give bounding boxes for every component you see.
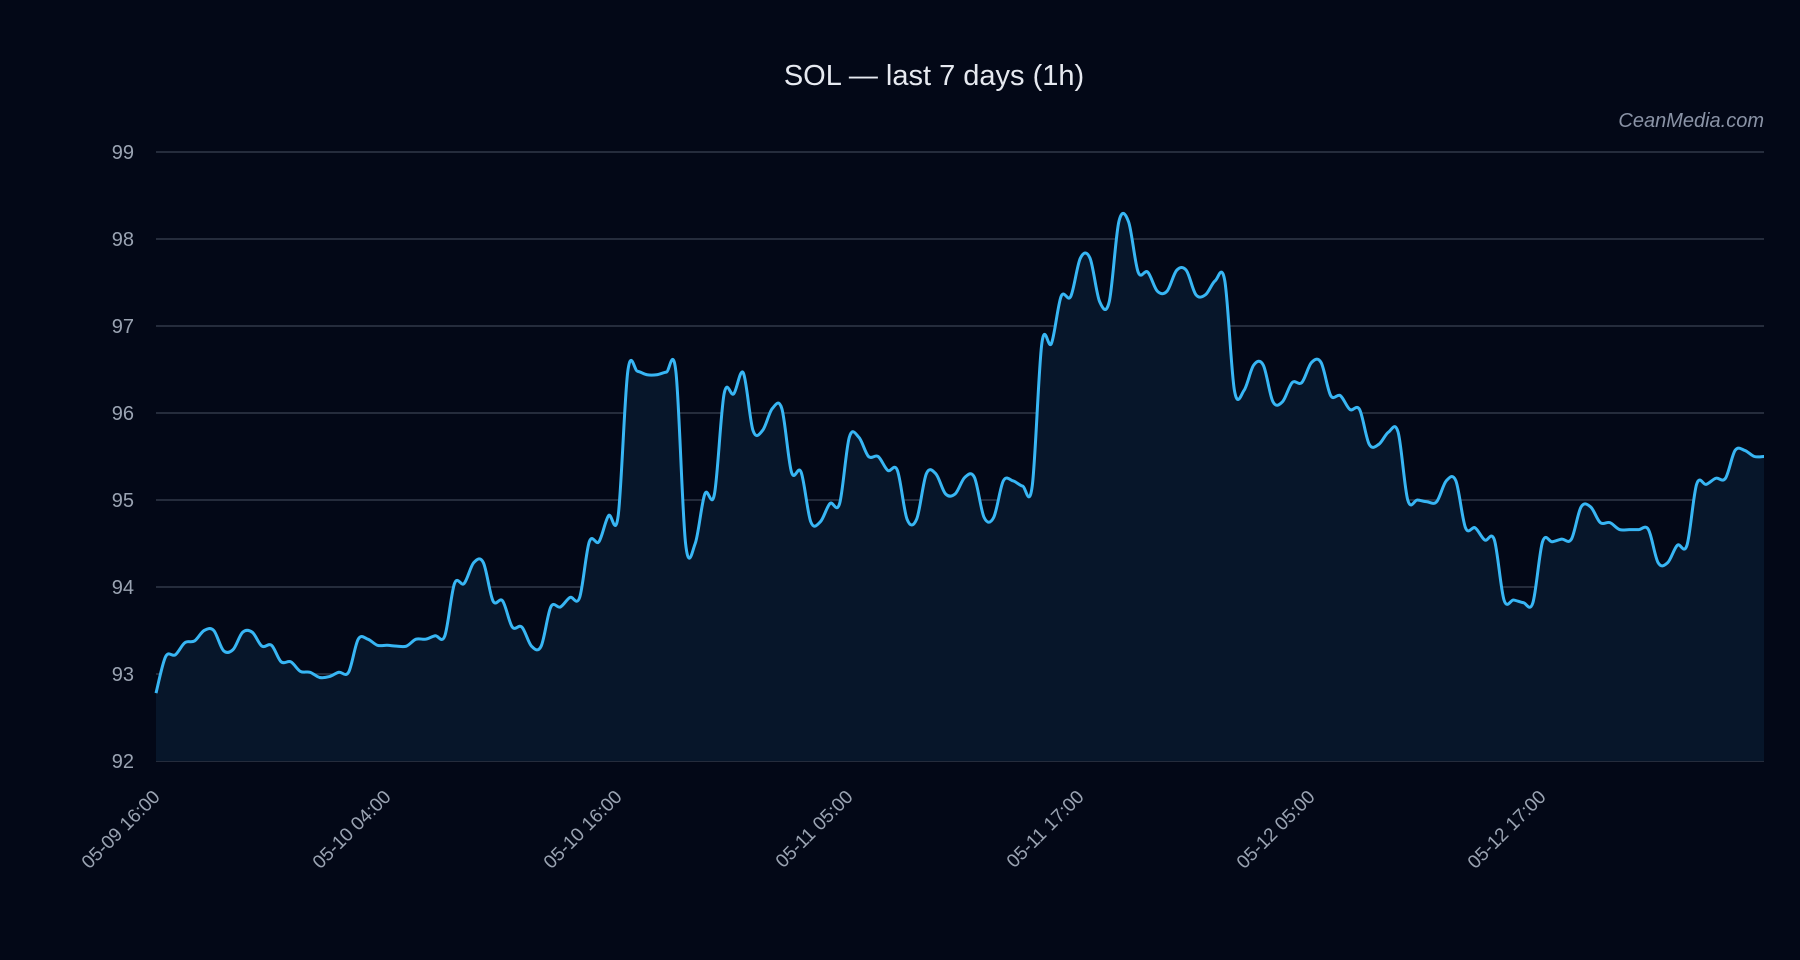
- price-line: [154, 211, 1765, 694]
- y-tick-label: 99: [112, 142, 134, 164]
- y-axis-ticks: 92 93 94 95 96 97 98 99: [112, 142, 134, 773]
- chart-title: SOL — last 7 days (1h): [784, 60, 1084, 92]
- y-tick-label: 98: [112, 229, 134, 251]
- watermark: CeanMedia.com: [1618, 110, 1764, 132]
- y-tick-label: 97: [112, 316, 134, 338]
- y-tick-label: 95: [112, 490, 134, 512]
- y-tick-label: 92: [112, 751, 134, 773]
- y-tick-label: 94: [112, 577, 134, 599]
- y-tick-label: 93: [112, 664, 134, 686]
- y-tick-label: 96: [112, 403, 134, 425]
